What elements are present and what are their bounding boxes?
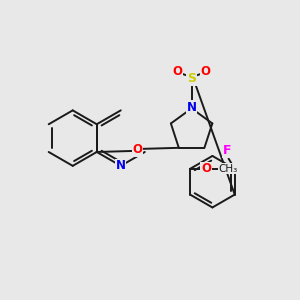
- Text: O: O: [201, 162, 211, 175]
- Text: N: N: [187, 101, 196, 114]
- Text: F: F: [223, 145, 231, 158]
- Text: N: N: [116, 159, 126, 172]
- Text: O: O: [173, 65, 183, 78]
- Text: O: O: [200, 65, 211, 78]
- Text: S: S: [187, 72, 196, 85]
- Text: O: O: [133, 143, 143, 156]
- Text: CH₃: CH₃: [218, 164, 237, 174]
